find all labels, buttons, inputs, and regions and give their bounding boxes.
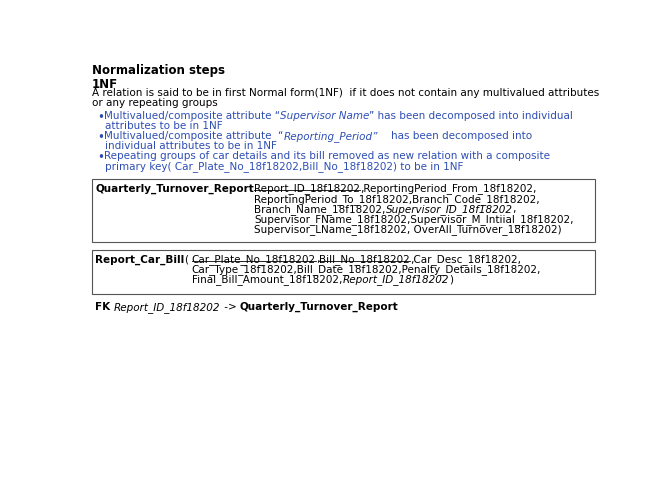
FancyBboxPatch shape [92, 179, 595, 242]
FancyBboxPatch shape [92, 250, 595, 294]
Text: Supervisor Name: Supervisor Name [280, 111, 369, 121]
Text: Normalization steps: Normalization steps [92, 64, 224, 77]
Text: Supervisor_ID_18f18202: Supervisor_ID_18f18202 [385, 204, 513, 214]
Text: Repeating groups of car details and its bill removed as new relation with a comp: Repeating groups of car details and its … [104, 151, 550, 161]
Text: ,: , [316, 255, 320, 264]
Text: Report_ID_18f18202: Report_ID_18f18202 [254, 183, 360, 195]
Text: Multivalued/composite attribute  “: Multivalued/composite attribute “ [104, 131, 283, 141]
Text: ,: , [513, 204, 516, 213]
Text: Quarterly_Turnover_Report: Quarterly_Turnover_Report [95, 183, 254, 194]
Text: Multivalued/composite attribute “: Multivalued/composite attribute “ [104, 111, 280, 121]
Text: ->: -> [220, 302, 240, 312]
Text: Supervisor_LName_18f18202, OverAll_Turnover_18f18202): Supervisor_LName_18f18202, OverAll_Turno… [254, 224, 561, 235]
Text: •: • [98, 111, 105, 124]
Text: has been decomposed into: has been decomposed into [378, 131, 532, 141]
Text: Car_Plate_No_18f18202: Car_Plate_No_18f18202 [192, 255, 316, 265]
Text: individual attributes to be in 1NF: individual attributes to be in 1NF [105, 141, 277, 151]
Text: Supervisor_FName_18f18202,Supervisor_M_Intiial_18f18202,: Supervisor_FName_18f18202,Supervisor_M_I… [254, 213, 574, 225]
Text: •: • [98, 131, 105, 144]
Text: ,Car_Desc_18f18202,: ,Car_Desc_18f18202, [410, 255, 521, 265]
Text: primary key( Car_Plate_No_18f18202,Bill_No_18f18202) to be in 1NF: primary key( Car_Plate_No_18f18202,Bill_… [105, 161, 464, 172]
Text: Report_Car_Bill: Report_Car_Bill [95, 255, 185, 265]
Text: Report_ID_18f18202: Report_ID_18f18202 [114, 302, 220, 313]
Text: or any repeating groups: or any repeating groups [92, 98, 217, 108]
Text: Final_Bill_Amount_18f18202,: Final_Bill_Amount_18f18202, [192, 274, 342, 286]
Text: •: • [98, 151, 105, 164]
Text: ,ReportingPeriod_From_18f18202,: ,ReportingPeriod_From_18f18202, [360, 183, 537, 195]
Text: Reporting_Period”: Reporting_Period” [283, 131, 378, 142]
Text: Bill_No_18f18202: Bill_No_18f18202 [320, 255, 410, 265]
Text: 1NF: 1NF [92, 78, 118, 91]
Text: FK: FK [95, 302, 114, 312]
Text: ReportingPeriod_To_18f18202,Branch_Code_18f18202,: ReportingPeriod_To_18f18202,Branch_Code_… [254, 194, 540, 205]
Text: Branch_Name_18f18202,: Branch_Name_18f18202, [254, 204, 385, 214]
Text: (: ( [185, 255, 192, 264]
Text: attributes to be in 1NF: attributes to be in 1NF [105, 121, 223, 131]
Text: ” has been decomposed into individual: ” has been decomposed into individual [369, 111, 574, 121]
Text: Report_ID_18f18202: Report_ID_18f18202 [342, 274, 449, 286]
Text: A relation is said to be in first Normal form(1NF)  if it does not contain any m: A relation is said to be in first Normal… [92, 88, 599, 98]
Text: Quarterly_Turnover_Report: Quarterly_Turnover_Report [240, 302, 399, 313]
Text: ): ) [449, 274, 453, 285]
Text: Car_Type_18f18202,Bill_Date_18f18202,Penalty_Details_18f18202,: Car_Type_18f18202,Bill_Date_18f18202,Pen… [192, 264, 541, 275]
